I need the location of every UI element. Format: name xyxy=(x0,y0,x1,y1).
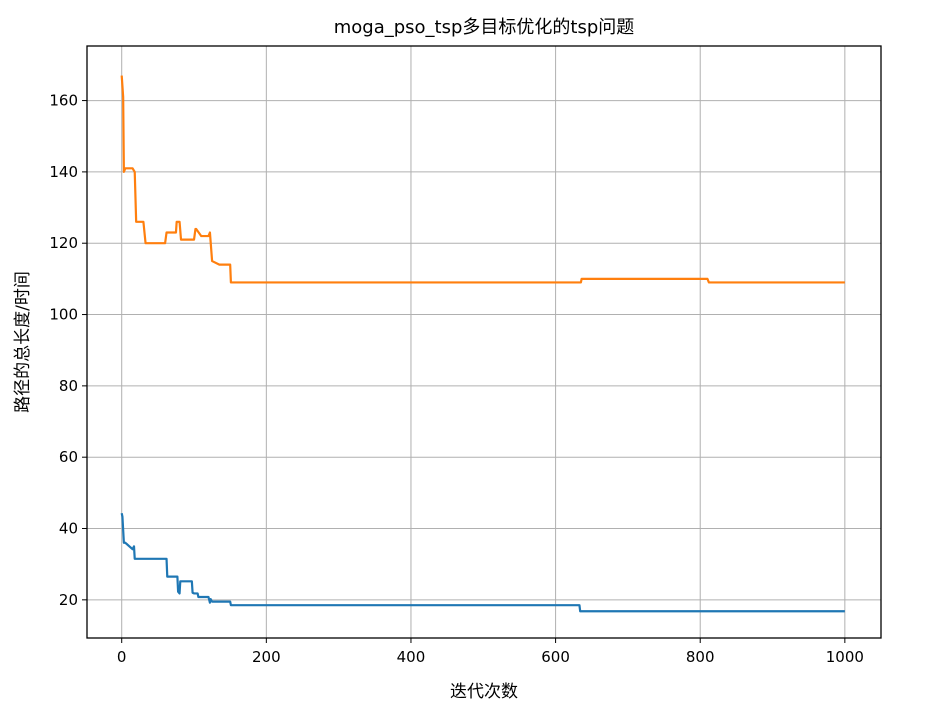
y-tick-label: 20 xyxy=(59,591,78,609)
x-tick-label: 200 xyxy=(252,648,281,666)
y-axis-label: 路径的总长度/时间 xyxy=(13,271,33,413)
y-tick-label: 40 xyxy=(59,520,78,538)
x-tick-label: 800 xyxy=(686,648,715,666)
series-group xyxy=(120,75,845,613)
x-tick-label: 400 xyxy=(397,648,426,666)
x-tick-label: 600 xyxy=(541,648,570,666)
series-line-1 xyxy=(120,75,845,284)
y-tick-label: 100 xyxy=(49,306,78,324)
plot-frame xyxy=(86,45,882,639)
y-tick-label: 80 xyxy=(59,377,78,395)
grid xyxy=(87,46,881,638)
y-tick-label: 120 xyxy=(49,234,78,252)
y-tick-label: 140 xyxy=(49,163,78,181)
chart-title: moga_pso_tsp多目标优化的tsp问题 xyxy=(334,17,635,38)
x-axis-label: 迭代次数 xyxy=(450,682,518,702)
ticks: 0 200 400 600 800 1000 20 40 60 80 100 120 140 160 xyxy=(49,92,864,666)
x-tick-label: 0 xyxy=(117,648,127,666)
series-line-2 xyxy=(120,512,845,613)
x-tick-label: 1000 xyxy=(826,648,864,666)
y-tick-label: 160 xyxy=(49,92,78,110)
y-tick-label: 60 xyxy=(59,448,78,466)
